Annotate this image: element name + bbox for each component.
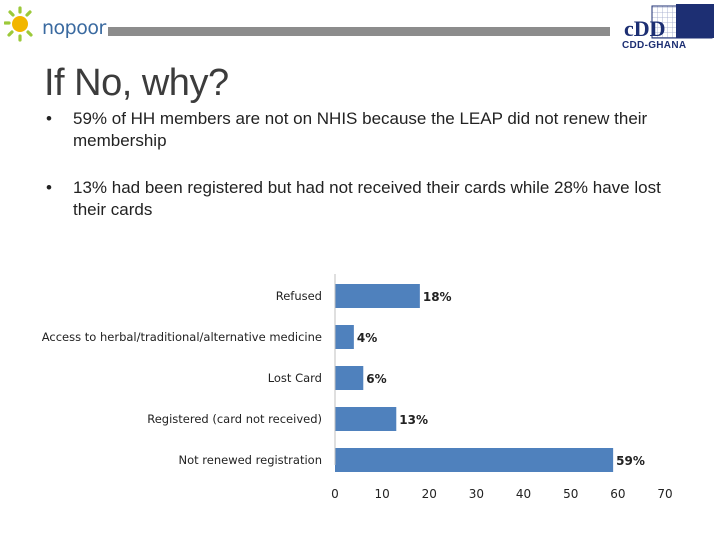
bullet-text: 59% of HH members are not on NHIS becaus… [73, 109, 648, 150]
sun-logo-icon [4, 6, 33, 42]
category-label: Registered (card not received) [147, 412, 322, 426]
x-tick-label: 60 [610, 487, 625, 501]
category-label: Refused [276, 289, 322, 303]
data-label: 6% [366, 372, 386, 386]
category-label: Not renewed registration [178, 453, 322, 467]
bar [335, 325, 354, 349]
bar-chart: Refused 18% Access to herbal/traditional/a… [42, 274, 673, 501]
x-tick-label: 20 [422, 487, 437, 501]
bullet-list: • 59% of HH members are not on NHIS beca… [46, 108, 696, 221]
header-bar [108, 27, 610, 36]
cdd-emblem-icon: cDD [624, 4, 714, 40]
nopoor-logo: nopoor [4, 4, 108, 46]
slide-title: If No, why? [44, 62, 229, 104]
nopoor-wordmark: nopoor [42, 17, 106, 39]
bullet-item: • 13% had been registered but had not re… [46, 177, 696, 221]
cdd-ghana-logo: cDD CDD-GHANA [612, 2, 716, 54]
data-label: 18% [423, 290, 452, 304]
x-tick-label: 40 [516, 487, 531, 501]
x-tick-label: 70 [657, 487, 672, 501]
bar [335, 448, 614, 472]
bullet-text: 13% had been registered but had not rece… [73, 178, 661, 219]
cdd-wordmark: cDD [624, 16, 666, 40]
cdd-ghana-subtitle: CDD-GHANA [622, 40, 687, 51]
bullet-item: • 59% of HH members are not on NHIS beca… [46, 108, 696, 152]
bar [335, 407, 397, 431]
x-tick-label: 30 [469, 487, 484, 501]
bar [335, 366, 364, 390]
bullet-marker: • [46, 178, 52, 197]
category-label: Access to herbal/traditional/alternative… [42, 330, 322, 344]
x-tick-label: 10 [375, 487, 390, 501]
x-tick-label: 50 [563, 487, 578, 501]
data-label: 59% [616, 454, 645, 468]
bar [335, 284, 420, 308]
category-label: Lost Card [268, 371, 322, 385]
x-tick-label: 0 [331, 487, 339, 501]
data-label: 4% [357, 331, 377, 345]
bullet-marker: • [46, 109, 52, 128]
data-label: 13% [399, 413, 428, 427]
